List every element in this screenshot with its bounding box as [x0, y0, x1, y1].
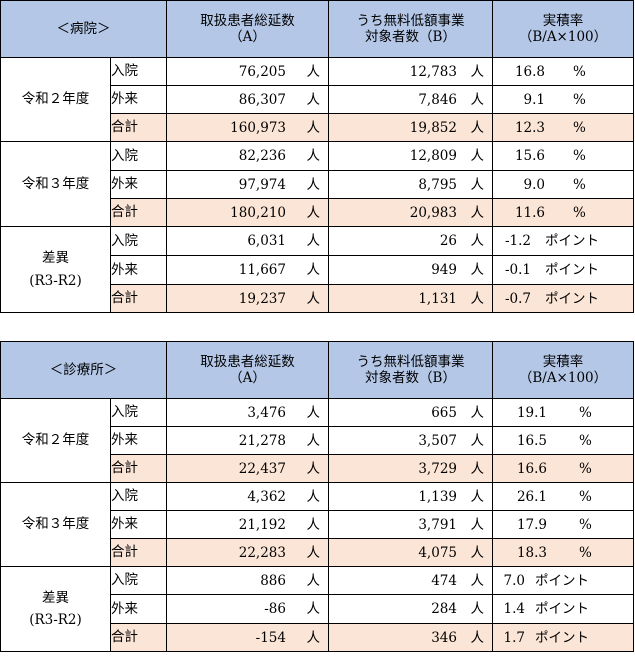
row-category: 入院 [110, 141, 167, 171]
cell-total: 82,236 人 [166, 141, 329, 171]
cell-total: 22,437 人 [166, 454, 329, 483]
cell-total: 6,031 人 [166, 226, 329, 256]
cell-target: 12,783 人 [328, 57, 493, 86]
header-free-low-cost: うち無料低額事業 対象者数（B） [328, 341, 493, 399]
cell-target: 3,507 人 [328, 426, 493, 455]
header-total-patients: 取扱患者総延数 （A） [166, 341, 329, 399]
cell-total: 22,283 人 [166, 538, 329, 567]
cell-target: 8,795 人 [328, 170, 493, 199]
cell-rate: 16.8% [492, 57, 634, 86]
hospital-table: ＜病院＞ 取扱患者総延数 （A） うち無料低額事業 対象者数（B） 実積率 （B/A×… [0, 0, 634, 313]
cell-total: 19,237 人 [166, 284, 329, 313]
cell-target: 20,983 人 [328, 198, 493, 227]
cell-target: 284 人 [328, 594, 493, 624]
cell-rate: -0.7 ポイント [492, 284, 634, 313]
cell-rate: 1.7 ポイント [492, 623, 634, 652]
cell-total: 11,667 人 [166, 255, 329, 285]
row-category-total: 合計 [110, 538, 167, 567]
cell-rate: 17.9% [492, 510, 634, 539]
clinic-table: ＜診療所＞ 取扱患者総延数 （A） うち無料低額事業 対象者数（B） 実積率 （B/A… [0, 341, 634, 652]
group-label: 令和３年度 [0, 482, 111, 567]
cell-target: 19,852 人 [328, 113, 493, 142]
group-label-diff: 差異 (R3-R2) [0, 566, 111, 652]
header-total-patients: 取扱患者総延数 （A） [166, 0, 329, 58]
row-category: 外来 [110, 170, 167, 199]
row-category: 入院 [110, 566, 167, 595]
cell-rate: 12.3% [492, 113, 634, 142]
cell-target: 1,139 人 [328, 482, 493, 511]
header-rate: 実積率 （B/A×100） [492, 0, 634, 58]
cell-total: -154 人 [166, 623, 329, 652]
cell-total: 97,974 人 [166, 170, 329, 199]
group-label: 令和３年度 [0, 141, 111, 227]
cell-rate: 18.3% [492, 538, 634, 567]
cell-rate: -0.1 ポイント [492, 255, 634, 285]
row-category-total: 合計 [110, 198, 167, 227]
group-label-diff: 差異 (R3-R2) [0, 226, 111, 313]
cell-target: 7,846 人 [328, 85, 493, 114]
group-label: 令和２年度 [0, 398, 111, 483]
cell-rate: 1.4 ポイント [492, 594, 634, 624]
cell-rate: -1.2 ポイント [492, 226, 634, 256]
cell-rate: 7.0 ポイント [492, 566, 634, 595]
cell-target: 26 人 [328, 226, 493, 256]
cell-rate: 11.6% [492, 198, 634, 227]
cell-target: 12,809 人 [328, 141, 493, 171]
row-category: 入院 [110, 482, 167, 511]
cell-total: 3,476 人 [166, 398, 329, 427]
row-category: 外来 [110, 594, 167, 624]
cell-total: 21,192 人 [166, 510, 329, 539]
row-category-total: 合計 [110, 113, 167, 142]
cell-target: 4,075 人 [328, 538, 493, 567]
row-category-total: 合計 [110, 284, 167, 313]
header-rate: 実積率 （B/A×100） [492, 341, 634, 399]
cell-target: 1,131 人 [328, 284, 493, 313]
group-label: 令和２年度 [0, 57, 111, 142]
cell-total: 86,307 人 [166, 85, 329, 114]
cell-total: -86 人 [166, 594, 329, 624]
row-category: 入院 [110, 226, 167, 256]
cell-total: 21,278 人 [166, 426, 329, 455]
row-category: 外来 [110, 510, 167, 539]
cell-target: 665 人 [328, 398, 493, 427]
header-free-low-cost: うち無料低額事業 対象者数（B） [328, 0, 493, 58]
cell-rate: 9.0% [492, 170, 634, 199]
table-corner-label: ＜診療所＞ [0, 341, 167, 399]
cell-rate: 16.6% [492, 454, 634, 483]
cell-rate: 16.5% [492, 426, 634, 455]
cell-rate: 9.1% [492, 85, 634, 114]
cell-target: 474 人 [328, 566, 493, 595]
cell-target: 346 人 [328, 623, 493, 652]
row-category: 入院 [110, 398, 167, 427]
cell-total: 886 人 [166, 566, 329, 595]
row-category-total: 合計 [110, 454, 167, 483]
row-category: 外来 [110, 85, 167, 114]
row-category-total: 合計 [110, 623, 167, 652]
cell-total: 76,205 人 [166, 57, 329, 86]
row-category: 外来 [110, 255, 167, 285]
cell-rate: 15.6% [492, 141, 634, 171]
cell-total: 180,210 人 [166, 198, 329, 227]
cell-total: 4,362 人 [166, 482, 329, 511]
cell-rate: 26.1% [492, 482, 634, 511]
cell-target: 949 人 [328, 255, 493, 285]
cell-rate: 19.1% [492, 398, 634, 427]
cell-total: 160,973 人 [166, 113, 329, 142]
cell-target: 3,791 人 [328, 510, 493, 539]
table-corner-label: ＜病院＞ [0, 0, 167, 58]
row-category: 外来 [110, 426, 167, 455]
row-category: 入院 [110, 57, 167, 86]
cell-target: 3,729 人 [328, 454, 493, 483]
